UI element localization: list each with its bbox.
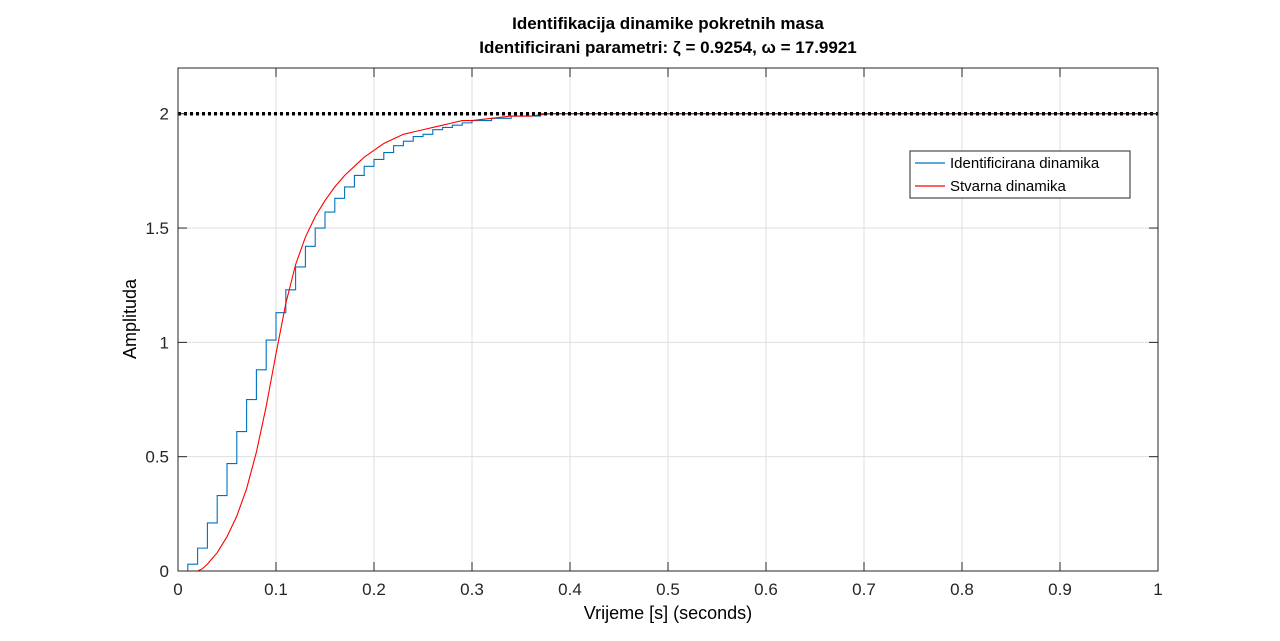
y-tick-label: 1.5 (145, 219, 169, 238)
legend-box (909, 150, 1131, 199)
legend-label-real: Stvarna dinamika (950, 178, 1067, 195)
x-tick-label: 1 (1153, 580, 1162, 599)
series-line-identified (178, 113, 1158, 572)
legend: Identificirana dinamika Stvarna dinamika (909, 150, 1131, 199)
x-tick-label: 0.5 (656, 580, 680, 599)
y-tick-label: 1 (160, 333, 169, 352)
y-tick-label: 0.5 (145, 448, 169, 467)
y-tick-label: 0 (160, 562, 169, 581)
x-tick-label: 0.1 (264, 580, 288, 599)
series-line-real (178, 113, 1158, 572)
y-axis-label: Amplituda (120, 278, 140, 359)
chart-title-line1: Identifikacija dinamike pokretnih masa (512, 14, 824, 33)
x-tick-label: 0 (173, 580, 182, 599)
x-tick-label: 0.7 (852, 580, 876, 599)
x-tick-label: 0.8 (950, 580, 974, 599)
ticks: 0 0.1 0.2 0.3 0.4 0.5 0.6 0.7 0.8 0.9 1 0 0.5 1 1.5 2 (145, 68, 1163, 599)
x-axis-label: Vrijeme [s] (seconds) (584, 603, 752, 623)
series-layer (178, 111, 1158, 572)
x-tick-label: 0.6 (754, 580, 778, 599)
legend-label-identified: Identificirana dinamika (950, 155, 1100, 172)
x-tick-label: 0.3 (460, 580, 484, 599)
x-tick-label: 0.4 (558, 580, 582, 599)
x-tick-label: 0.9 (1048, 580, 1072, 599)
y-tick-label: 2 (160, 105, 169, 124)
chart-title-line2: Identificirani parametri: ζ = 0.9254, ω … (479, 38, 857, 57)
x-tick-label: 0.2 (362, 580, 386, 599)
